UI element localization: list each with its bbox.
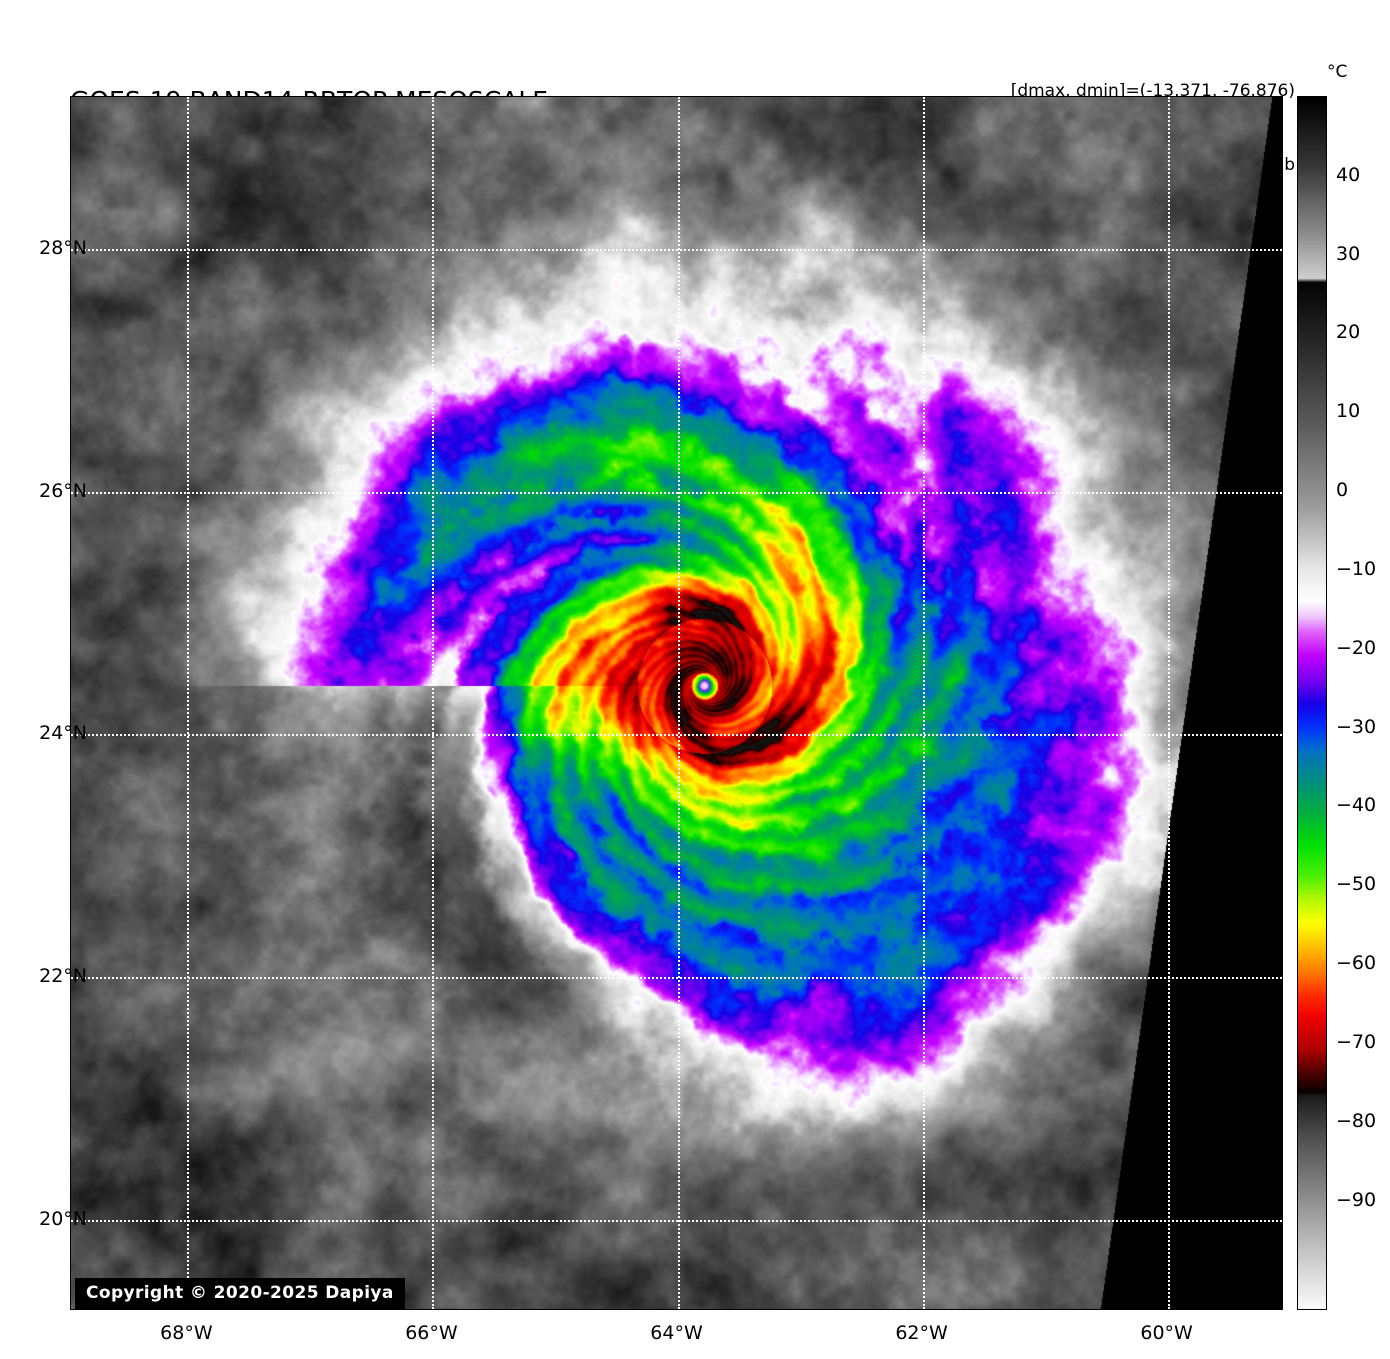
colorbar-tick-label: 10 [1336,400,1361,423]
x-axis-tick-label: 66°W [405,1322,458,1344]
y-axis-tick-label: 26°N [39,479,87,502]
colorbar-tick-label: 0 [1336,479,1349,502]
colorbar-tick-label: −20 [1336,636,1377,659]
colorbar-tick-label: −10 [1336,557,1377,580]
colorbar-tick-label: −50 [1336,873,1377,896]
y-axis-tick-label: 28°N [39,236,87,259]
colorbar-tick-label: −90 [1336,1188,1377,1211]
colorbar-tick-label: −60 [1336,952,1377,975]
temperature-colorbar [1297,96,1327,1310]
colorbar-tick-label: 30 [1336,242,1361,265]
x-axis-tick-label: 68°W [160,1322,213,1344]
colorbar-tick-label: 20 [1336,321,1361,344]
colorbar-tick-label: −70 [1336,1030,1377,1053]
x-axis-tick-label: 62°W [895,1322,948,1344]
x-axis-tick-label: 60°W [1140,1322,1193,1344]
y-axis-tick-label: 20°N [39,1207,87,1230]
satellite-imagery-canvas [71,97,1282,1309]
x-axis-tick-label: 64°W [650,1322,703,1344]
colorbar-tick-label: 40 [1336,163,1361,186]
y-axis-tick-label: 22°N [39,965,87,988]
colorbar-tick-label: −80 [1336,1109,1377,1132]
satellite-image-plot: Copyright © 2020-2025 Dapiya [70,96,1283,1310]
colorbar-gradient [1298,97,1326,1309]
y-axis-tick-label: 24°N [39,722,87,745]
copyright-watermark: Copyright © 2020-2025 Dapiya [75,1278,405,1309]
colorbar-units-label: °C [1327,62,1348,82]
colorbar-tick-label: −30 [1336,715,1377,738]
colorbar-tick-label: −40 [1336,794,1377,817]
